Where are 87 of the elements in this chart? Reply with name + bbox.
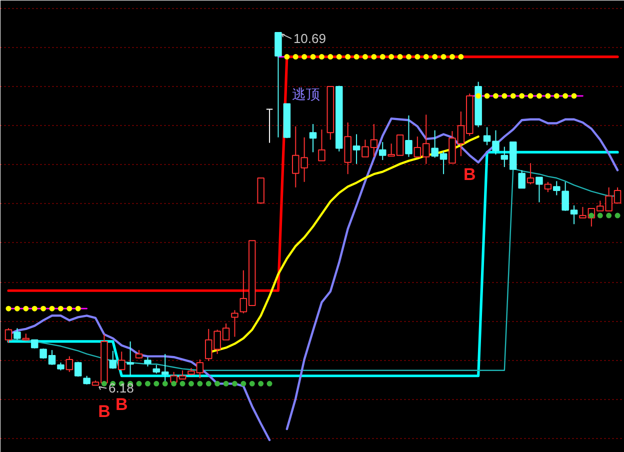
point (180, 380, 186, 386)
point (606, 212, 612, 218)
point (144, 380, 150, 386)
point (58, 306, 64, 312)
point (519, 93, 525, 99)
candlestick (553, 180, 560, 196)
point (545, 93, 551, 99)
candlestick (309, 124, 317, 153)
point (484, 93, 490, 99)
point (302, 54, 308, 60)
point (101, 380, 107, 386)
point (458, 54, 464, 60)
point (528, 93, 534, 99)
annotation: 10.69 (293, 31, 326, 46)
candlestick (318, 129, 326, 162)
annotation: B (115, 395, 128, 414)
point (371, 54, 377, 60)
point (154, 380, 160, 386)
point (449, 54, 455, 60)
point (266, 380, 272, 386)
point (328, 54, 334, 60)
point (492, 93, 498, 99)
point (388, 54, 394, 60)
point (380, 54, 386, 60)
point (240, 380, 246, 386)
point (397, 54, 403, 60)
point (362, 54, 368, 60)
candlestick (405, 114, 412, 158)
point (284, 54, 290, 60)
point (440, 54, 446, 60)
point (318, 54, 324, 60)
point (510, 93, 516, 99)
point (423, 54, 429, 60)
candlestick (4, 328, 12, 344)
point (40, 306, 46, 312)
candlestick (231, 310, 238, 338)
point (258, 380, 264, 386)
candlestick (544, 181, 552, 193)
point (502, 93, 508, 99)
point (414, 54, 420, 60)
point (214, 380, 220, 386)
point (354, 54, 360, 60)
point (232, 380, 238, 386)
point (554, 93, 560, 99)
candlestick (126, 340, 134, 376)
candlestick (144, 356, 152, 367)
point (6, 306, 12, 312)
point (406, 54, 412, 60)
candlestick (352, 134, 360, 164)
candlestick (266, 108, 274, 144)
point (23, 306, 29, 312)
annotation: 逃顶 (292, 87, 320, 103)
point (310, 54, 316, 60)
point (49, 306, 55, 312)
candlestick (109, 350, 117, 370)
candlestick (66, 356, 74, 372)
candlestick (536, 176, 543, 203)
annotation: B (463, 165, 476, 184)
point (188, 380, 194, 386)
annotation: 6.18 (108, 380, 134, 396)
point (14, 306, 20, 312)
point (249, 380, 255, 386)
point (345, 54, 351, 60)
point (336, 54, 342, 60)
point (32, 306, 38, 312)
point (571, 93, 577, 99)
point (432, 54, 438, 60)
point (206, 380, 212, 386)
candlestick (118, 351, 126, 371)
point (292, 54, 298, 60)
point (536, 93, 542, 99)
point (162, 380, 168, 386)
point (562, 93, 568, 99)
point (614, 212, 620, 218)
point (75, 306, 81, 312)
point (171, 380, 177, 386)
candlestick (518, 170, 526, 189)
point (476, 93, 482, 99)
point (223, 380, 229, 386)
point (136, 380, 142, 386)
annotation: B (98, 402, 110, 421)
point (197, 380, 203, 386)
candlestick (526, 162, 534, 185)
candlestick (378, 142, 386, 161)
candlestick (14, 328, 21, 340)
point (66, 306, 72, 312)
point (597, 212, 603, 218)
